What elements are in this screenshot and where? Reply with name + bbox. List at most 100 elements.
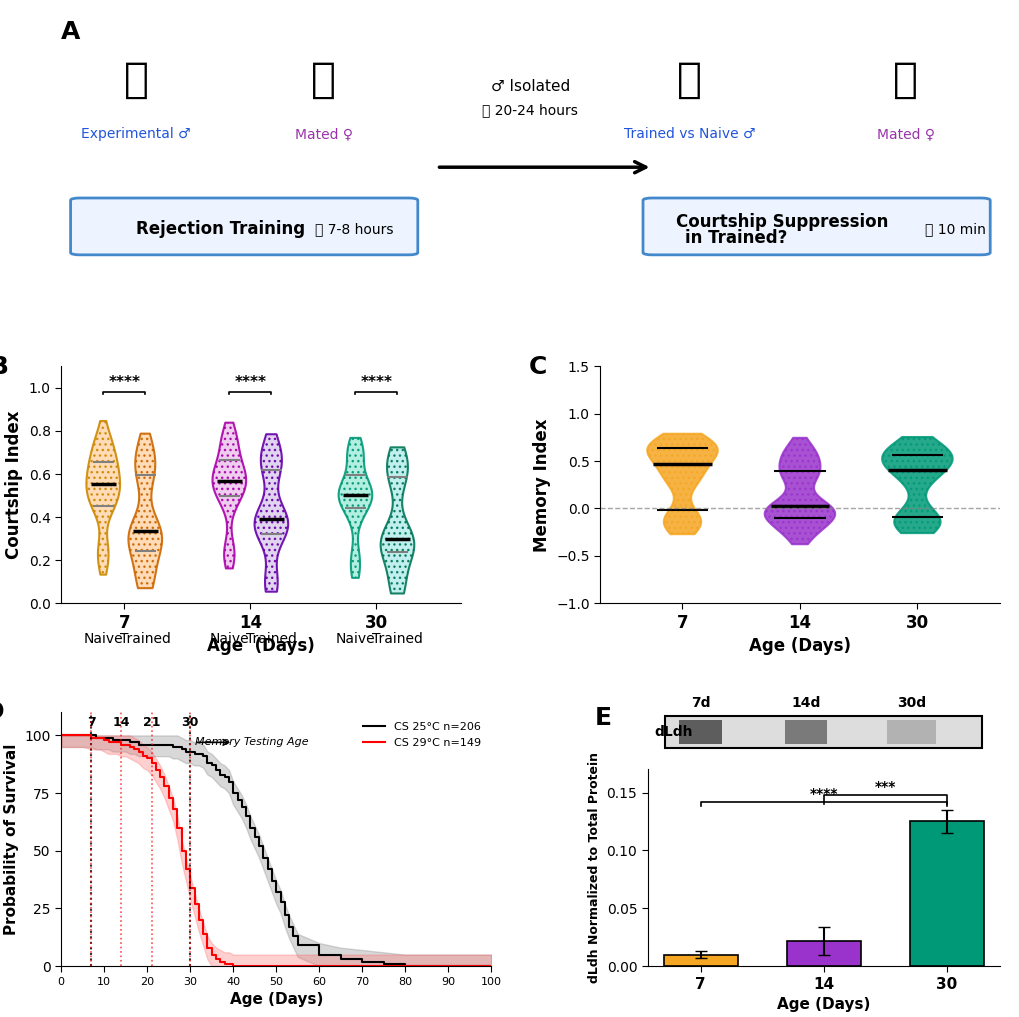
CS 29°C n=149 <box>158 780 170 792</box>
Text: ***: *** <box>873 780 895 793</box>
Text: dLdh: dLdh <box>654 725 693 739</box>
Line: CS 29°C n=149: CS 29°C n=149 <box>61 735 491 966</box>
CS 29°C n=149 <box>245 960 257 972</box>
Line: CS 25°C n=206: CS 25°C n=206 <box>61 735 491 966</box>
Text: ⏳ 20-24 hours: ⏳ 20-24 hours <box>482 104 578 117</box>
CS 29°C n=149 <box>206 949 218 961</box>
Text: in Trained?: in Trained? <box>685 229 787 247</box>
CS 29°C n=149 <box>150 764 162 776</box>
CS 29°C n=149 <box>193 914 205 926</box>
CS 25°C n=206 <box>398 960 411 972</box>
Text: 30d: 30d <box>896 697 925 711</box>
CS 29°C n=149 <box>132 745 145 758</box>
CS 29°C n=149 <box>179 863 192 876</box>
Bar <box>679 720 720 743</box>
Bar <box>909 822 982 966</box>
CS 29°C n=149 <box>184 882 197 894</box>
CS 29°C n=149 <box>239 960 252 972</box>
CS 29°C n=149 <box>266 960 278 972</box>
Text: 30: 30 <box>181 716 199 728</box>
Text: Courtship Suppression: Courtship Suppression <box>676 213 888 231</box>
CS 25°C n=206 <box>119 734 131 746</box>
CS 25°C n=206 <box>141 738 153 751</box>
Bar <box>664 716 981 747</box>
Text: 🪰: 🪰 <box>893 59 917 101</box>
Bar <box>785 720 826 743</box>
Text: 14d: 14d <box>791 697 820 711</box>
Text: 🪰: 🪰 <box>677 59 702 101</box>
Text: 14: 14 <box>112 716 130 728</box>
Y-axis label: Memory Index: Memory Index <box>532 418 550 551</box>
CS 29°C n=149 <box>270 960 282 972</box>
CS 29°C n=149 <box>137 751 149 763</box>
CS 25°C n=206 <box>235 800 248 813</box>
Text: Experimental ♂: Experimental ♂ <box>82 127 191 141</box>
X-axis label: Age (Days): Age (Days) <box>776 997 869 1012</box>
CS 29°C n=149 <box>107 736 119 749</box>
X-axis label: Age (Days): Age (Days) <box>748 638 850 655</box>
Text: Naive: Naive <box>84 632 123 646</box>
Text: ****: **** <box>809 787 837 800</box>
CS 29°C n=149 <box>86 731 98 743</box>
CS 29°C n=149 <box>119 738 131 751</box>
CS 29°C n=149 <box>197 928 209 940</box>
CS 29°C n=149 <box>55 729 67 741</box>
X-axis label: Age (Days): Age (Days) <box>229 993 323 1007</box>
Bar <box>786 941 860 966</box>
CS 29°C n=149 <box>154 771 166 783</box>
Text: Memory Testing Age: Memory Testing Age <box>195 737 308 747</box>
CS 29°C n=149 <box>162 791 174 803</box>
CS 29°C n=149 <box>291 960 304 972</box>
Text: 🪰: 🪰 <box>123 59 149 101</box>
CS 29°C n=149 <box>189 898 201 910</box>
CS 29°C n=149 <box>98 734 110 746</box>
Text: A: A <box>61 20 81 45</box>
CS 25°C n=206 <box>150 738 162 751</box>
CS 29°C n=149 <box>235 960 248 972</box>
Text: Mated ♀: Mated ♀ <box>876 127 933 141</box>
CS 25°C n=206 <box>158 738 170 751</box>
CS 29°C n=149 <box>485 960 497 972</box>
Bar <box>887 720 935 743</box>
CS 29°C n=149 <box>201 942 213 954</box>
CS 29°C n=149 <box>94 731 106 743</box>
CS 29°C n=149 <box>171 822 183 834</box>
Text: D: D <box>0 700 4 724</box>
CS 29°C n=149 <box>227 960 239 972</box>
Text: 7d: 7d <box>690 697 709 711</box>
CS 29°C n=149 <box>128 743 141 756</box>
Text: ⏳ 10 min: ⏳ 10 min <box>923 222 984 236</box>
Text: Trained vs Naive ♂: Trained vs Naive ♂ <box>624 127 755 141</box>
Y-axis label: Probability of Survival: Probability of Survival <box>4 743 18 935</box>
Text: 🪰: 🪰 <box>311 59 336 101</box>
CS 29°C n=149 <box>123 740 136 753</box>
Text: Naive: Naive <box>335 632 375 646</box>
CS 29°C n=149 <box>102 736 114 749</box>
CS 29°C n=149 <box>146 757 158 769</box>
CS 29°C n=149 <box>231 960 244 972</box>
Text: C: C <box>528 355 546 378</box>
Text: ♂ Isolated: ♂ Isolated <box>490 79 570 95</box>
CS 29°C n=149 <box>175 845 187 857</box>
FancyBboxPatch shape <box>70 198 418 255</box>
CS 25°C n=206 <box>55 729 67 741</box>
CS 29°C n=149 <box>111 736 123 749</box>
CS 29°C n=149 <box>253 960 265 972</box>
X-axis label: Age  (Days): Age (Days) <box>207 638 315 655</box>
Text: Trained: Trained <box>246 632 297 646</box>
CS 25°C n=206 <box>485 960 497 972</box>
CS 29°C n=149 <box>210 953 222 965</box>
Text: ****: **** <box>234 375 266 391</box>
CS 25°C n=206 <box>162 738 174 751</box>
Text: 21: 21 <box>143 716 160 728</box>
CS 29°C n=149 <box>222 958 234 970</box>
CS 29°C n=149 <box>90 731 102 743</box>
Bar <box>663 955 737 966</box>
CS 29°C n=149 <box>76 729 89 741</box>
FancyBboxPatch shape <box>642 198 989 255</box>
Y-axis label: dLdh Normalized to Total Protein: dLdh Normalized to Total Protein <box>587 753 600 983</box>
Text: ****: **** <box>360 375 392 391</box>
Text: ****: **** <box>108 375 141 391</box>
CS 29°C n=149 <box>249 960 261 972</box>
CS 29°C n=149 <box>261 960 273 972</box>
